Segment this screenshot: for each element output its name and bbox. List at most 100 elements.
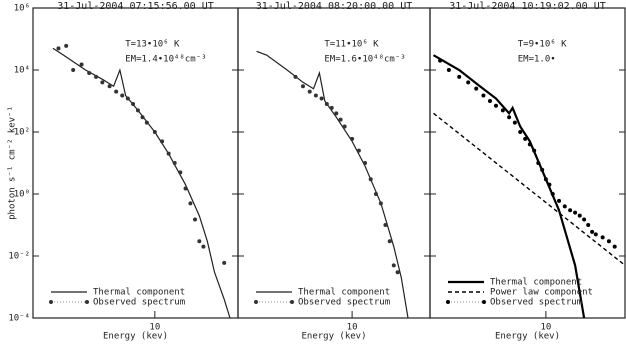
data-point: [87, 71, 92, 76]
data-point: [64, 43, 69, 48]
data-point: [493, 103, 498, 108]
data-point: [395, 270, 400, 275]
series-line: [52, 47, 231, 318]
series-line: [432, 54, 586, 318]
x-tick-label: 10: [347, 323, 358, 333]
data-point: [363, 161, 368, 165]
data-point: [56, 46, 61, 51]
annotation: EM=1.4•10⁴⁸cm⁻³: [125, 55, 206, 65]
data-point: [481, 93, 486, 98]
y-tick-label: 10⁻⁴: [8, 314, 30, 324]
x-tick-label: 10: [540, 323, 551, 333]
data-point: [540, 167, 545, 172]
data-point: [197, 239, 202, 244]
data-point: [338, 117, 343, 122]
legend-label: Thermal component: [490, 278, 582, 288]
data-point: [612, 244, 617, 249]
data-point: [356, 148, 361, 153]
plot-area: [256, 50, 409, 318]
legend-label: Observed spectrum: [298, 298, 390, 308]
data-point: [568, 208, 573, 213]
legend-label: Power law component: [490, 288, 593, 298]
data-point: [518, 130, 523, 134]
data-point: [550, 192, 555, 196]
panel-title: 31-Jul-2004 10:19:02.00 UT: [449, 1, 606, 12]
data-point: [523, 136, 528, 141]
data-point: [373, 192, 378, 196]
data-point: [71, 68, 76, 72]
data-point: [586, 223, 591, 227]
data-point: [474, 86, 479, 91]
data-point: [307, 89, 312, 94]
data-point: [387, 239, 392, 244]
data-point: [300, 84, 305, 89]
data-point: [600, 235, 605, 240]
plot-frame: [429, 7, 626, 319]
data-point: [562, 204, 567, 209]
legend-label: Thermal component: [298, 288, 390, 298]
data-point: [577, 213, 582, 218]
data-point: [543, 177, 548, 182]
legend-label: Thermal component: [93, 288, 185, 298]
data-point: [512, 120, 517, 125]
data-point: [557, 198, 562, 203]
x-axis-label: Energy (kev): [495, 332, 560, 342]
data-point: [329, 105, 334, 110]
series-line: [256, 50, 409, 318]
legend-label: Observed spectrum: [490, 298, 582, 308]
data-point: [547, 182, 552, 187]
panel-title: 31-Jul-2004 07:15:56.00 UT: [57, 1, 214, 12]
data-point: [438, 58, 443, 63]
y-tick-label: 10²: [14, 128, 30, 138]
data-point: [383, 223, 388, 227]
annotation: EM=1.0•: [518, 55, 556, 65]
data-point: [293, 74, 298, 79]
annotation: T=13•10⁶ K: [125, 40, 180, 50]
annotation: T=9•10⁶ K: [518, 40, 567, 50]
data-point: [107, 84, 112, 89]
data-point: [507, 115, 512, 120]
data-point: [131, 102, 136, 107]
data-point: [94, 74, 99, 79]
data-point: [160, 139, 165, 144]
data-point: [324, 102, 329, 107]
data-point: [350, 136, 355, 141]
y-tick-label: 10⁴: [14, 66, 30, 76]
data-point: [487, 99, 492, 103]
legend-marker: [85, 300, 89, 304]
data-point: [319, 96, 324, 101]
legend-label: Observed spectrum: [93, 298, 185, 308]
data-point: [532, 148, 537, 153]
legend-marker: [446, 300, 450, 304]
data-point: [100, 80, 105, 85]
data-point: [582, 217, 587, 222]
data-point: [79, 62, 84, 67]
y-tick-label: 10⁰: [14, 190, 30, 200]
plot-area: [432, 54, 625, 318]
series-line: [433, 112, 625, 266]
x-axis-label: Energy (kev): [301, 332, 366, 342]
data-point: [446, 68, 451, 72]
panel-title: 31-Jul-2004 08:20:00.00 UT: [256, 1, 413, 12]
data-point: [172, 161, 177, 165]
data-point: [125, 96, 130, 101]
data-point: [183, 186, 188, 191]
legend-marker: [254, 300, 258, 304]
data-point: [120, 93, 125, 98]
data-point: [593, 232, 598, 237]
data-point: [334, 111, 339, 116]
data-point: [590, 229, 595, 234]
x-axis-label: Energy (kev): [103, 332, 168, 342]
data-point: [178, 170, 183, 175]
data-point: [391, 263, 396, 268]
data-point: [536, 161, 541, 165]
y-axis-label: photon s⁻¹ cm⁻² kev⁻¹: [8, 106, 18, 220]
plot-area: [52, 43, 231, 318]
data-point: [368, 177, 373, 182]
data-point: [152, 130, 157, 134]
annotation: T=11•10⁶ K: [324, 40, 379, 50]
x-tick-label: 10: [149, 323, 160, 333]
data-point: [135, 108, 140, 113]
data-point: [166, 151, 171, 156]
